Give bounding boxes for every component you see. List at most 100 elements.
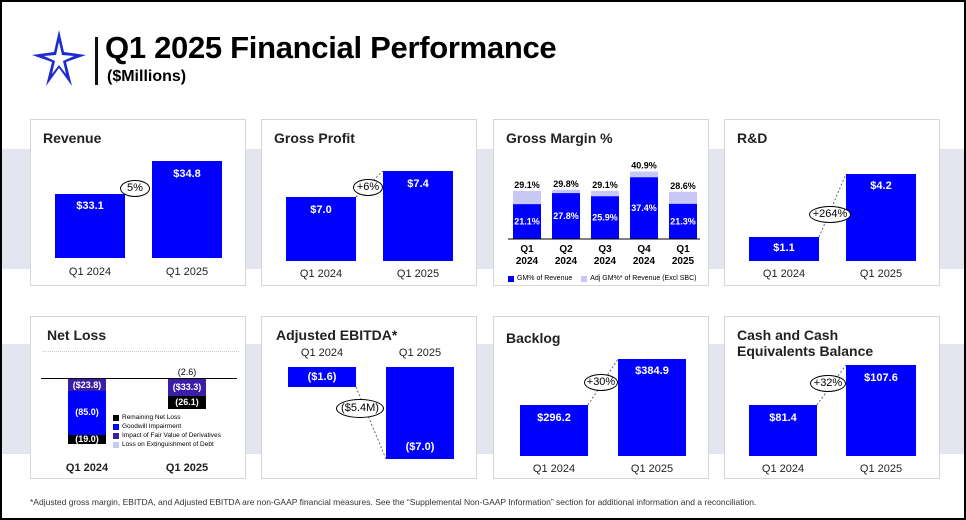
x-tick-label: Q2 — [559, 244, 573, 255]
bar-value: $107.6 — [864, 372, 898, 384]
axis-label: Q1 2024 — [532, 463, 576, 475]
legend-item: Loss on Extinguishment of Debt — [113, 440, 229, 449]
axis-label: Q1 2025 — [165, 266, 209, 278]
axis-label: Q1 2024 — [761, 463, 805, 475]
adj-gm-label: 40.9% — [631, 161, 657, 171]
gm-label: 21.3% — [670, 216, 696, 226]
legend-swatch — [113, 441, 119, 448]
bar-value: (2.6) — [177, 367, 197, 377]
bar-value: $296.2 — [537, 412, 571, 424]
x-tick-label: Q4 — [637, 244, 651, 255]
legend-label: Remaining Net Loss — [122, 414, 181, 421]
axis-label: Q1 2025 — [398, 347, 442, 359]
divider — [43, 351, 239, 352]
bar-value: $81.4 — [769, 412, 797, 424]
footnote: *Adjusted gross margin, EBITDA, and Adju… — [30, 497, 757, 507]
adjusted-ebitda-card: Adjusted EBITDA* Q1 2024 Q1 2025 ($1.6) … — [261, 316, 477, 479]
bar-q1-2025 — [846, 365, 916, 456]
x-tick-label: Q3 — [598, 244, 612, 255]
axis-label: Q1 2024 — [300, 347, 344, 359]
bar-q1-2025 — [846, 174, 916, 261]
adj-gm-label: 28.6% — [670, 181, 696, 191]
net-loss-card: Net Loss ($23.8) (85.0) (19.0) (2.6) ($3… — [30, 316, 246, 479]
cash-card: Cash and Cash Equivalents Balance $81.4 … — [724, 316, 940, 479]
axis-label: Q1 2025 — [165, 462, 209, 474]
legend-label: Goodwill Impairment — [122, 423, 182, 430]
bar-derivatives-q1-2024 — [68, 379, 106, 391]
card-title: Gross Margin % — [506, 130, 613, 146]
bar-value: $1.1 — [773, 242, 795, 254]
net-loss-legend: Remaining Net Loss Goodwill Impairment I… — [113, 413, 229, 449]
legend-item: Impact of Fair Value of Derivatives — [113, 431, 229, 440]
change-badge: +32% — [810, 375, 846, 392]
axis-label: Q1 2024 — [65, 462, 109, 474]
legend-swatch — [113, 414, 119, 421]
x-tick-label: 2024 — [594, 256, 617, 267]
legend-swatch — [508, 275, 514, 282]
bar-value: (19.0) — [75, 434, 99, 444]
change-badge: ($5.4M) — [336, 399, 384, 418]
card-title: Adjusted EBITDA* — [276, 327, 398, 343]
card-title: Cash and Cash Equivalents Balance — [737, 327, 874, 359]
revenue-card: Revenue $33.1 $34.8 5% Q1 2024 Q1 2025 — [30, 119, 246, 286]
bar-q1-2025 — [383, 171, 453, 261]
bar-value: $34.8 — [173, 168, 201, 180]
gm-label: 25.9% — [592, 213, 618, 223]
bar-value: $4.2 — [870, 180, 892, 192]
bar-value: ($1.6) — [307, 371, 337, 383]
gm-bar — [669, 203, 697, 239]
star-logo-icon — [32, 30, 86, 86]
page-subtitle: ($Millions) — [107, 68, 187, 85]
legend-swatch — [113, 423, 119, 430]
legend: GM% of Revenue Adj GM%* of Revenue (Excl… — [508, 275, 696, 282]
axis-label: Q1 2024 — [299, 268, 343, 280]
legend-item: Remaining Net Loss — [113, 413, 229, 422]
x-tick-label: 2024 — [555, 256, 578, 267]
axis-label: Q1 2025 — [859, 463, 903, 475]
bar-remaining-q1-2025 — [168, 396, 206, 409]
title-divider — [95, 37, 98, 85]
card-title: R&D — [737, 130, 768, 146]
gm-bar — [630, 177, 658, 239]
legend-swatch — [113, 432, 119, 439]
gm-label: 21.1% — [514, 217, 540, 227]
gross-profit-card: Gross Profit $7.0 $7.4 +6% Q1 2024 Q1 20… — [261, 119, 477, 286]
bar-value: ($7.0) — [405, 441, 435, 453]
legend-item: Goodwill Impairment — [113, 422, 229, 431]
change-badge: 5% — [120, 180, 150, 197]
legend-swatch — [581, 275, 588, 282]
connector-line — [818, 173, 847, 238]
x-tick-label: Q1 — [676, 244, 690, 255]
bar-q1-2024 — [55, 194, 125, 258]
legend-label: Loss on Extinguishment of Debt — [122, 441, 214, 448]
gm-label: 27.8% — [553, 211, 579, 221]
zero-axis — [41, 378, 237, 379]
card-title: Backlog — [506, 330, 561, 346]
bar-derivatives-q1-2025 — [168, 379, 206, 396]
bar-q1-2025 — [618, 359, 686, 456]
card-title: Revenue — [43, 130, 102, 146]
bar-value: ($23.8) — [72, 380, 102, 390]
bar-value: $384.9 — [635, 365, 669, 377]
axis-label: Q1 2025 — [630, 463, 674, 475]
x-tick-label: Q1 — [520, 244, 534, 255]
bar-q1-2024 — [520, 405, 588, 456]
legend-label: Impact of Fair Value of Derivatives — [122, 432, 221, 439]
axis-label: Q1 2024 — [68, 266, 112, 278]
page-title: Q1 2025 Financial Performance — [105, 30, 557, 65]
bar-q1-2024 — [749, 237, 819, 261]
bar-value: $7.4 — [407, 178, 429, 190]
legend-label: GM% of Revenue — [517, 275, 573, 282]
card-title: Gross Profit — [274, 130, 355, 146]
bar-value: $7.0 — [310, 204, 332, 216]
bar-remaining-q1-2024 — [68, 435, 106, 444]
rnd-card: R&D $1.1 $4.2 +264% Q1 2024 Q1 2025 — [724, 119, 940, 286]
bar-q1-2024 — [749, 405, 817, 456]
x-tick-label: 2024 — [633, 256, 656, 267]
gm-label: 37.4% — [631, 203, 657, 213]
gm-bar — [513, 204, 541, 239]
adj-gm-label: 29.8% — [553, 179, 579, 189]
axis-label: Q1 2024 — [762, 268, 806, 280]
bar-q1-2025 — [386, 367, 454, 459]
change-badge: +30% — [584, 374, 618, 391]
